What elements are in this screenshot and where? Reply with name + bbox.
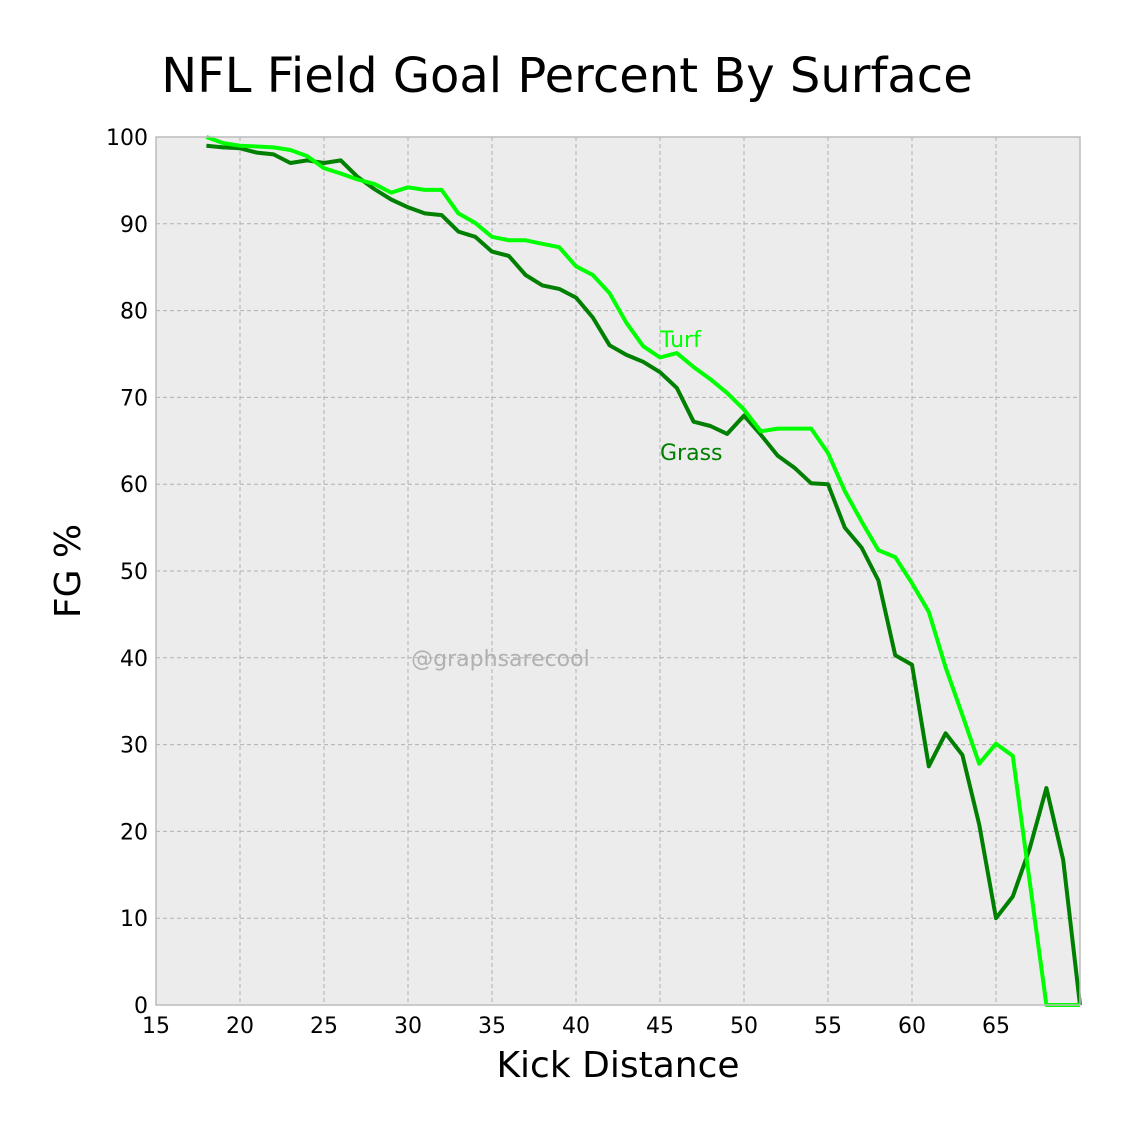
y-tick-label: 80 [120,300,148,325]
series-line-turf [205,135,1080,1007]
series-line-grass [206,143,1082,1006]
x-tick-label: 45 [646,1014,674,1039]
y-tick-label: 0 [134,994,148,1019]
y-tick-label: 90 [120,213,148,238]
y-tick-label: 40 [120,647,148,672]
x-tick-label: 50 [730,1014,758,1039]
y-tick-label: 100 [106,126,148,151]
y-tick-label: 50 [120,560,148,585]
y-tick-label: 60 [120,473,148,498]
watermark-text: @graphsarecool [411,647,590,672]
y-tick-label: 30 [120,734,148,759]
x-tick-label: 20 [226,1014,254,1039]
chart-title: NFL Field Goal Percent By Surface [161,48,972,104]
x-tick-label: 25 [310,1014,338,1039]
y-tick-label: 10 [120,907,148,932]
plot-frame [155,136,1081,1006]
annotation-grass: Grass [660,441,723,466]
series-annotations: Turf Grass [659,328,723,466]
x-tick-label: 55 [814,1014,842,1039]
x-tick-label: 15 [142,1014,170,1039]
x-tick-label: 65 [982,1014,1010,1039]
y-axis-label: FG % [48,524,89,618]
x-axis-label: Kick Distance [496,1045,739,1086]
x-tick-label: 30 [394,1014,422,1039]
x-tick-label: 35 [478,1014,506,1039]
tick-labels: 15 20 25 30 35 40 45 50 55 60 65 0 10 20 30 40 50 60 70 80 9… [106,126,1010,1039]
x-tick-label: 40 [562,1014,590,1039]
y-tick-label: 20 [120,820,148,845]
series-lines [205,135,1082,1007]
annotation-turf: Turf [659,328,702,353]
x-tick-label: 60 [898,1014,926,1039]
y-tick-label: 70 [120,386,148,411]
